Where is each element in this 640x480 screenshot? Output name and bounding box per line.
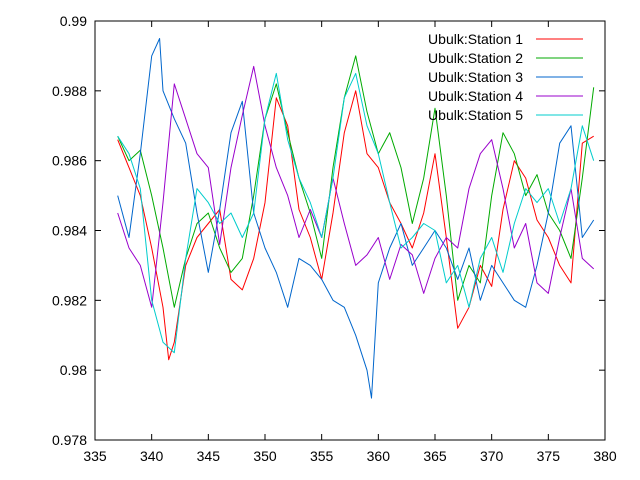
legend-label: Ubulk:Station 5 xyxy=(428,107,523,123)
x-tick-label: 355 xyxy=(310,448,334,464)
x-tick-label: 370 xyxy=(480,448,504,464)
x-tick-label: 350 xyxy=(253,448,277,464)
y-tick-label: 0.978 xyxy=(52,432,87,448)
x-tick-label: 365 xyxy=(423,448,447,464)
series-line-station-3 xyxy=(117,38,595,399)
series-line-station-1 xyxy=(117,90,594,361)
y-tick-label: 0.986 xyxy=(52,153,87,169)
y-tick-label: 0.984 xyxy=(52,223,87,239)
data-series xyxy=(117,38,595,399)
series-line-station-5 xyxy=(117,72,595,354)
y-tick-label: 0.988 xyxy=(52,83,87,99)
series-line-station-2 xyxy=(117,55,595,308)
legend-label: Ubulk:Station 4 xyxy=(428,88,523,104)
y-tick-label: 0.98 xyxy=(60,362,87,378)
y-tick-label: 0.982 xyxy=(52,292,87,308)
x-tick-label: 360 xyxy=(367,448,391,464)
x-tick-label: 375 xyxy=(537,448,561,464)
axis-ticks: 335 340 345 350 355 360 365 370 375 380 0.978 0.98 0… xyxy=(52,13,617,464)
plot-frame xyxy=(94,20,606,441)
legend: Ubulk:Station 1 Ubulk:Station 2 Ubulk:Stat… xyxy=(428,31,583,123)
legend-label: Ubulk:Station 1 xyxy=(428,31,523,47)
x-tick-label: 380 xyxy=(593,448,617,464)
x-tick-label: 340 xyxy=(140,448,164,464)
x-tick-label: 345 xyxy=(197,448,221,464)
series-line-station-4 xyxy=(117,65,595,308)
y-tick-label: 0.99 xyxy=(60,13,87,29)
x-tick-label: 335 xyxy=(83,448,107,464)
legend-label: Ubulk:Station 2 xyxy=(428,50,523,66)
legend-label: Ubulk:Station 3 xyxy=(428,69,523,85)
